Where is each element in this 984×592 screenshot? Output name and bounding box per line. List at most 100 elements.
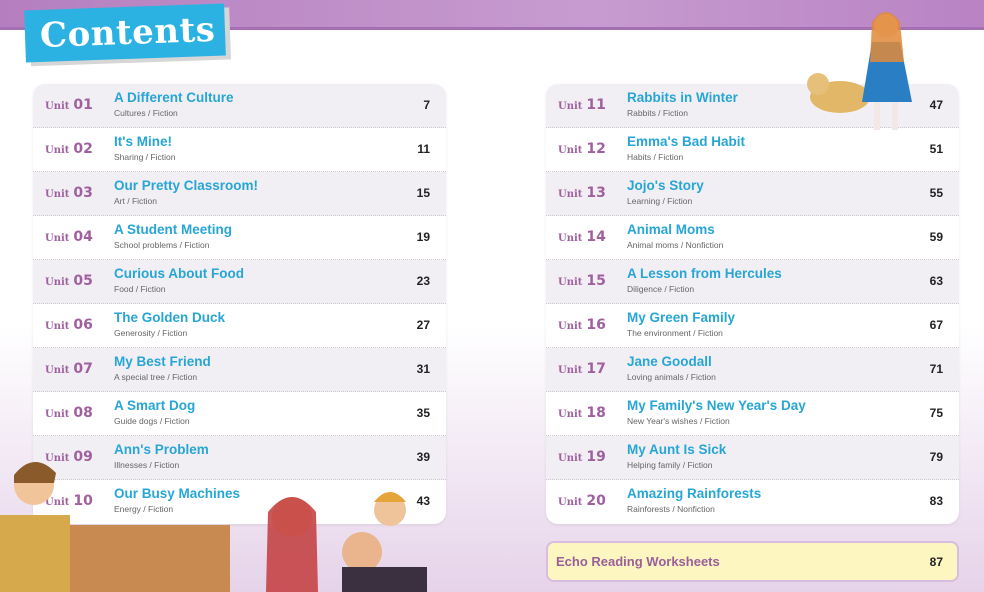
unit-number: 17 [586, 361, 606, 377]
page-title: Contents [39, 9, 217, 56]
unit-label: Unit 12 [558, 141, 606, 157]
entry-title: Our Busy Machines [114, 486, 241, 501]
unit-entry-13[interactable]: Unit 13 Jojo's Story Learning / Fiction 5… [546, 172, 959, 216]
entry-title: The Golden Duck [114, 310, 226, 325]
unit-word: Unit [558, 321, 583, 332]
unit-number: 04 [73, 229, 93, 245]
unit-entry-02[interactable]: Unit 02 It's Mine! Sharing / Fiction 11 [33, 128, 446, 172]
entry-page: 23 [416, 274, 430, 288]
unit-entry-12[interactable]: Unit 12 Emma's Bad Habit Habits / Fiction… [546, 128, 959, 172]
unit-word: Unit [558, 409, 583, 420]
unit-label: Unit 16 [558, 317, 606, 333]
entry-title: A Smart Dog [114, 398, 196, 413]
unit-number: 07 [73, 361, 93, 377]
unit-entry-06[interactable]: Unit 06 The Golden Duck Generosity / Fict… [33, 304, 446, 348]
unit-entry-03[interactable]: Unit 03 Our Pretty Classroom! Art / Ficti… [33, 172, 446, 216]
unit-entry-17[interactable]: Unit 17 Jane Goodall Loving animals / Fic… [546, 348, 959, 392]
unit-entry-07[interactable]: Unit 07 My Best Friend A special tree / F… [33, 348, 446, 392]
unit-label: Unit 14 [558, 229, 606, 245]
entry-subtitle: Illnesses / Fiction [114, 460, 180, 470]
unit-label: Unit 19 [558, 449, 606, 465]
unit-label: Unit 18 [558, 405, 606, 421]
unit-number: 11 [586, 97, 606, 113]
entry-title: Jojo's Story [627, 178, 704, 193]
unit-number: 05 [73, 273, 93, 289]
entry-title: Rabbits in Winter [627, 90, 738, 105]
unit-entry-19[interactable]: Unit 19 My Aunt Is Sick Helping family / … [546, 436, 959, 480]
entry-subtitle: Art / Fiction [114, 196, 157, 206]
unit-entry-20[interactable]: Unit 20 Amazing Rainforests Rainforests /… [546, 480, 959, 524]
unit-word: Unit [558, 101, 583, 112]
entry-page: 15 [416, 186, 430, 200]
entry-page: 55 [929, 186, 943, 200]
entry-subtitle: Loving animals / Fiction [627, 372, 716, 382]
unit-label: Unit 04 [45, 229, 93, 245]
entry-title: My Best Friend [114, 354, 211, 369]
entry-title: Curious About Food [114, 266, 244, 281]
entry-title: A Lesson from Hercules [627, 266, 782, 281]
unit-entry-04[interactable]: Unit 04 A Student Meeting School problems… [33, 216, 446, 260]
entry-title: Ann's Problem [114, 442, 209, 457]
entry-subtitle: Sharing / Fiction [114, 152, 176, 162]
entry-subtitle: Rainforests / Nonfiction [627, 504, 715, 514]
unit-word: Unit [45, 101, 70, 112]
unit-number: 15 [586, 273, 606, 289]
unit-number: 20 [586, 493, 606, 509]
unit-number: 03 [73, 185, 93, 201]
entry-page: 11 [417, 142, 430, 156]
unit-word: Unit [45, 453, 70, 464]
people-illustration [266, 492, 427, 592]
unit-label: Unit 13 [558, 185, 606, 201]
unit-word: Unit [45, 277, 70, 288]
unit-word: Unit [45, 497, 70, 508]
entry-subtitle: Diligence / Fiction [627, 284, 695, 294]
unit-entry-10[interactable]: Unit 10 Our Busy Machines Energy / Fictio… [33, 480, 446, 524]
unit-label: Unit 05 [45, 273, 93, 289]
unit-entry-08[interactable]: Unit 08 A Smart Dog Guide dogs / Fiction … [33, 392, 446, 436]
unit-number: 13 [586, 185, 606, 201]
unit-number: 01 [73, 97, 93, 113]
entry-page: 63 [929, 274, 943, 288]
entry-subtitle: Guide dogs / Fiction [114, 416, 190, 426]
entry-subtitle: Energy / Fiction [114, 504, 174, 514]
unit-label: Unit 07 [45, 361, 93, 377]
entry-page: 83 [929, 494, 943, 508]
entry-title: My Aunt Is Sick [627, 442, 727, 457]
unit-entry-09[interactable]: Unit 09 Ann's Problem Illnesses / Fiction… [33, 436, 446, 480]
unit-number: 09 [73, 449, 93, 465]
entry-title: It's Mine! [114, 134, 172, 149]
entry-subtitle: The environment / Fiction [627, 328, 723, 338]
entry-page: 39 [416, 450, 430, 464]
unit-number: 16 [586, 317, 606, 333]
entry-subtitle: Generosity / Fiction [114, 328, 188, 338]
entry-subtitle: A special tree / Fiction [114, 372, 198, 382]
unit-number: 02 [73, 141, 93, 157]
unit-label: Unit 15 [558, 273, 606, 289]
unit-word: Unit [45, 365, 70, 376]
contents-right-panel: Unit 11 Rabbits in Winter Rabbits / Ficti… [546, 84, 959, 524]
unit-word: Unit [45, 189, 70, 200]
entry-subtitle: Food / Fiction [114, 284, 166, 294]
entry-subtitle: Cultures / Fiction [114, 108, 178, 118]
unit-entry-15[interactable]: Unit 15 A Lesson from Hercules Diligence … [546, 260, 959, 304]
entry-page: 67 [929, 318, 943, 332]
title-tag: Contents [24, 3, 226, 63]
unit-entry-01[interactable]: Unit 01 A Different Culture Cultures / Fi… [33, 84, 446, 128]
unit-entry-14[interactable]: Unit 14 Animal Moms Animal moms / Nonfict… [546, 216, 959, 260]
entry-subtitle: Learning / Fiction [627, 196, 693, 206]
unit-entry-18[interactable]: Unit 18 My Family's New Year's Day New Ye… [546, 392, 959, 436]
entry-subtitle: New Year's wishes / Fiction [627, 416, 730, 426]
entry-title: A Student Meeting [114, 222, 232, 237]
unit-word: Unit [45, 145, 70, 156]
entry-page: 27 [416, 318, 430, 332]
unit-label: Unit 11 [558, 97, 606, 113]
girl-with-guide-dog-illustration [807, 12, 912, 130]
unit-word: Unit [558, 365, 583, 376]
worksheets-title: Echo Reading Worksheets [556, 554, 720, 569]
unit-entry-16[interactable]: Unit 16 My Green Family The environment /… [546, 304, 959, 348]
unit-word: Unit [45, 409, 70, 420]
entry-page: 47 [929, 98, 943, 112]
worksheets-entry[interactable]: Echo Reading Worksheets 87 [546, 541, 959, 582]
unit-entry-05[interactable]: Unit 05 Curious About Food Food / Fiction… [33, 260, 446, 304]
entry-title: Animal Moms [627, 222, 715, 237]
